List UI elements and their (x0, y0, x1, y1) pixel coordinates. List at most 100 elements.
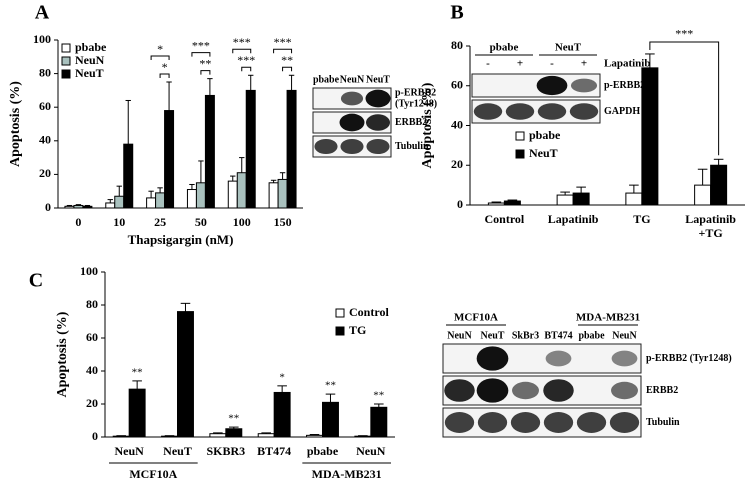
blot-band (366, 138, 390, 155)
blot-band (611, 350, 638, 367)
bar (64, 205, 75, 209)
bar (195, 182, 206, 209)
blot-row-label: Tubulin (646, 417, 680, 428)
significance-bracket (282, 66, 293, 72)
blot-band (476, 346, 509, 371)
blot-band (543, 379, 574, 402)
blot-strip (442, 375, 642, 406)
bar (123, 143, 134, 209)
y-tick-label: 0 (457, 197, 463, 211)
blot-lane-label: NeuN (612, 330, 637, 341)
bar (556, 194, 574, 206)
blot-lane-label: NeuT (481, 330, 505, 341)
legend-label: TG (349, 323, 366, 337)
y-tick-label: 40 (451, 117, 463, 131)
y-tick-label: 0 (45, 200, 51, 214)
y-axis-label: Apoptosis (%) (55, 311, 70, 397)
blot-lane-label: pbabe (313, 74, 340, 85)
significance-bracket (273, 48, 293, 54)
significance-label: *** (192, 38, 210, 52)
x-axis-label: Thapsigargin (nM) (128, 232, 234, 247)
bar (641, 67, 659, 206)
x-tick-label: 0 (75, 215, 82, 229)
blot-band (505, 103, 535, 120)
x-tick-label: Lapatinib (547, 212, 599, 226)
blot-band (536, 75, 568, 96)
y-axis-label: Apoptosis (%) (8, 81, 23, 167)
blot-treatment-sign: + (581, 58, 587, 70)
blot-band (444, 379, 475, 402)
y-tick-label: 80 (451, 38, 463, 52)
x-tick-label: Lapatinib +TG (685, 212, 736, 240)
blot-strip (442, 343, 642, 374)
bar (286, 89, 297, 209)
blot-band (512, 381, 539, 400)
blot-band (570, 78, 598, 93)
y-tick-label: 80 (86, 297, 98, 311)
blot-lane-label: SkBr3 (512, 330, 539, 341)
bar (155, 192, 166, 209)
y-tick-label: 20 (39, 166, 51, 180)
bar (112, 435, 130, 438)
legend-label: NeuT (75, 66, 104, 80)
bar (268, 182, 279, 209)
x-tick-label: 25 (154, 215, 167, 229)
blot-row-label: GAPDH (604, 106, 640, 117)
blot-band (444, 412, 475, 433)
significance-bracket (649, 41, 720, 156)
blot-band (340, 138, 364, 155)
blot-strip (471, 73, 601, 98)
bar (354, 435, 372, 438)
bar (82, 205, 93, 209)
bar (105, 202, 116, 209)
x-tick-label: TG (633, 212, 651, 226)
bar (161, 435, 179, 438)
blot-group-label: NeuT (555, 42, 582, 54)
blot-strip (471, 99, 601, 124)
blot-lane-label: NeuN (340, 74, 365, 85)
x-tick-label: 10 (113, 215, 126, 229)
significance-label: ** (228, 413, 239, 425)
significance-bracket (200, 70, 211, 75)
bar (227, 180, 238, 209)
blot-row-label: (Tyr1248) (395, 98, 437, 109)
significance-bracket (159, 73, 170, 78)
bar (245, 89, 256, 209)
y-tick-label: 0 (92, 429, 98, 443)
blot-row-label: ERBB2 (395, 117, 427, 128)
x-tick-label: NeuT (163, 444, 192, 458)
legend-swatch (335, 308, 345, 318)
significance-label: * (279, 371, 285, 383)
bar (503, 200, 521, 206)
legend-label: pbabe (75, 40, 107, 54)
y-tick-label: 100 (80, 264, 98, 278)
bar (186, 189, 197, 209)
bar (128, 388, 146, 438)
blot-row-label: p-ERBB2 (604, 80, 645, 91)
bar (73, 204, 84, 209)
panel-label: A (35, 2, 50, 24)
blot-band (543, 412, 574, 433)
y-tick-label: 20 (451, 157, 463, 171)
bar (370, 406, 388, 438)
blot-lane-label: pbabe (578, 330, 605, 341)
x-tick-label: NeuN (356, 444, 386, 458)
significance-label: ** (132, 366, 143, 378)
blot-treatment-label: Lapatinib (604, 58, 650, 70)
significance-label: ** (325, 380, 336, 392)
bar (273, 391, 291, 438)
blot-band (545, 350, 572, 367)
y-tick-label: 20 (86, 396, 98, 410)
bar (177, 311, 194, 438)
x-tick-label: SKBR3 (206, 444, 246, 458)
blot-row-label: p-ERBB2 (395, 87, 436, 98)
blot-group-label: pbabe (490, 42, 519, 54)
blot-row-label: p-ERBB2 (Tyr1248) (646, 353, 732, 364)
y-tick-label: 40 (39, 133, 51, 147)
legend-swatch (61, 69, 71, 79)
significance-bracket (150, 55, 170, 60)
significance-label: * (162, 60, 168, 74)
legend-swatch (335, 326, 345, 336)
blot-band (609, 412, 640, 433)
